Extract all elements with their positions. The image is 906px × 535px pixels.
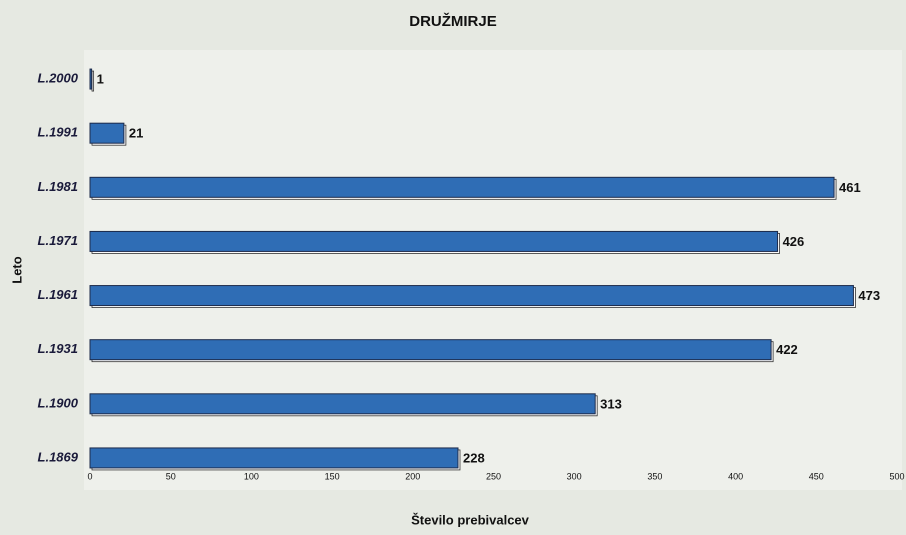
bar bbox=[89, 393, 596, 415]
bar bbox=[89, 339, 772, 361]
y-tick-label: L.1971 bbox=[38, 233, 78, 248]
x-axis-label: Število prebivalcev bbox=[411, 512, 530, 527]
value-label: 21 bbox=[129, 126, 143, 141]
x-tick-label: 250 bbox=[486, 471, 501, 481]
x-tick-label: 350 bbox=[647, 471, 662, 481]
y-tick-label: L.1991 bbox=[38, 125, 78, 140]
y-tick-label: L.2000 bbox=[38, 71, 79, 86]
value-label: 473 bbox=[858, 288, 880, 303]
value-label: 422 bbox=[776, 342, 798, 357]
y-tick-label: L.1869 bbox=[38, 449, 79, 464]
chart-title: DRUŽMIRJE bbox=[409, 12, 497, 30]
value-label: 1 bbox=[97, 72, 104, 87]
value-label: 461 bbox=[839, 180, 861, 195]
bar bbox=[89, 176, 835, 198]
bar bbox=[89, 230, 779, 252]
x-tick-label: 50 bbox=[166, 471, 176, 481]
y-tick-label: L.1981 bbox=[38, 179, 78, 194]
x-tick-label: 400 bbox=[728, 471, 743, 481]
x-tick-label: 300 bbox=[567, 471, 582, 481]
bar bbox=[89, 447, 459, 469]
y-tick-label: L.1900 bbox=[38, 395, 79, 410]
x-tick-label: 500 bbox=[889, 471, 904, 481]
bar bbox=[89, 285, 854, 307]
bar-shadow bbox=[91, 70, 95, 92]
x-tick-label: 200 bbox=[405, 471, 420, 481]
y-tick-label: L.1961 bbox=[38, 287, 78, 302]
value-label: 228 bbox=[463, 450, 485, 465]
y-axis-label: Leto bbox=[9, 256, 24, 284]
x-tick-label: 100 bbox=[244, 471, 259, 481]
x-tick-label: 150 bbox=[325, 471, 340, 481]
y-tick-label: L.1931 bbox=[38, 341, 78, 356]
bar bbox=[89, 68, 93, 90]
x-tick-label: 450 bbox=[809, 471, 824, 481]
bar bbox=[89, 122, 125, 144]
value-label: 426 bbox=[783, 234, 805, 249]
value-label: 313 bbox=[600, 396, 622, 411]
plot-area bbox=[84, 50, 902, 490]
x-tick-label: 0 bbox=[87, 471, 92, 481]
